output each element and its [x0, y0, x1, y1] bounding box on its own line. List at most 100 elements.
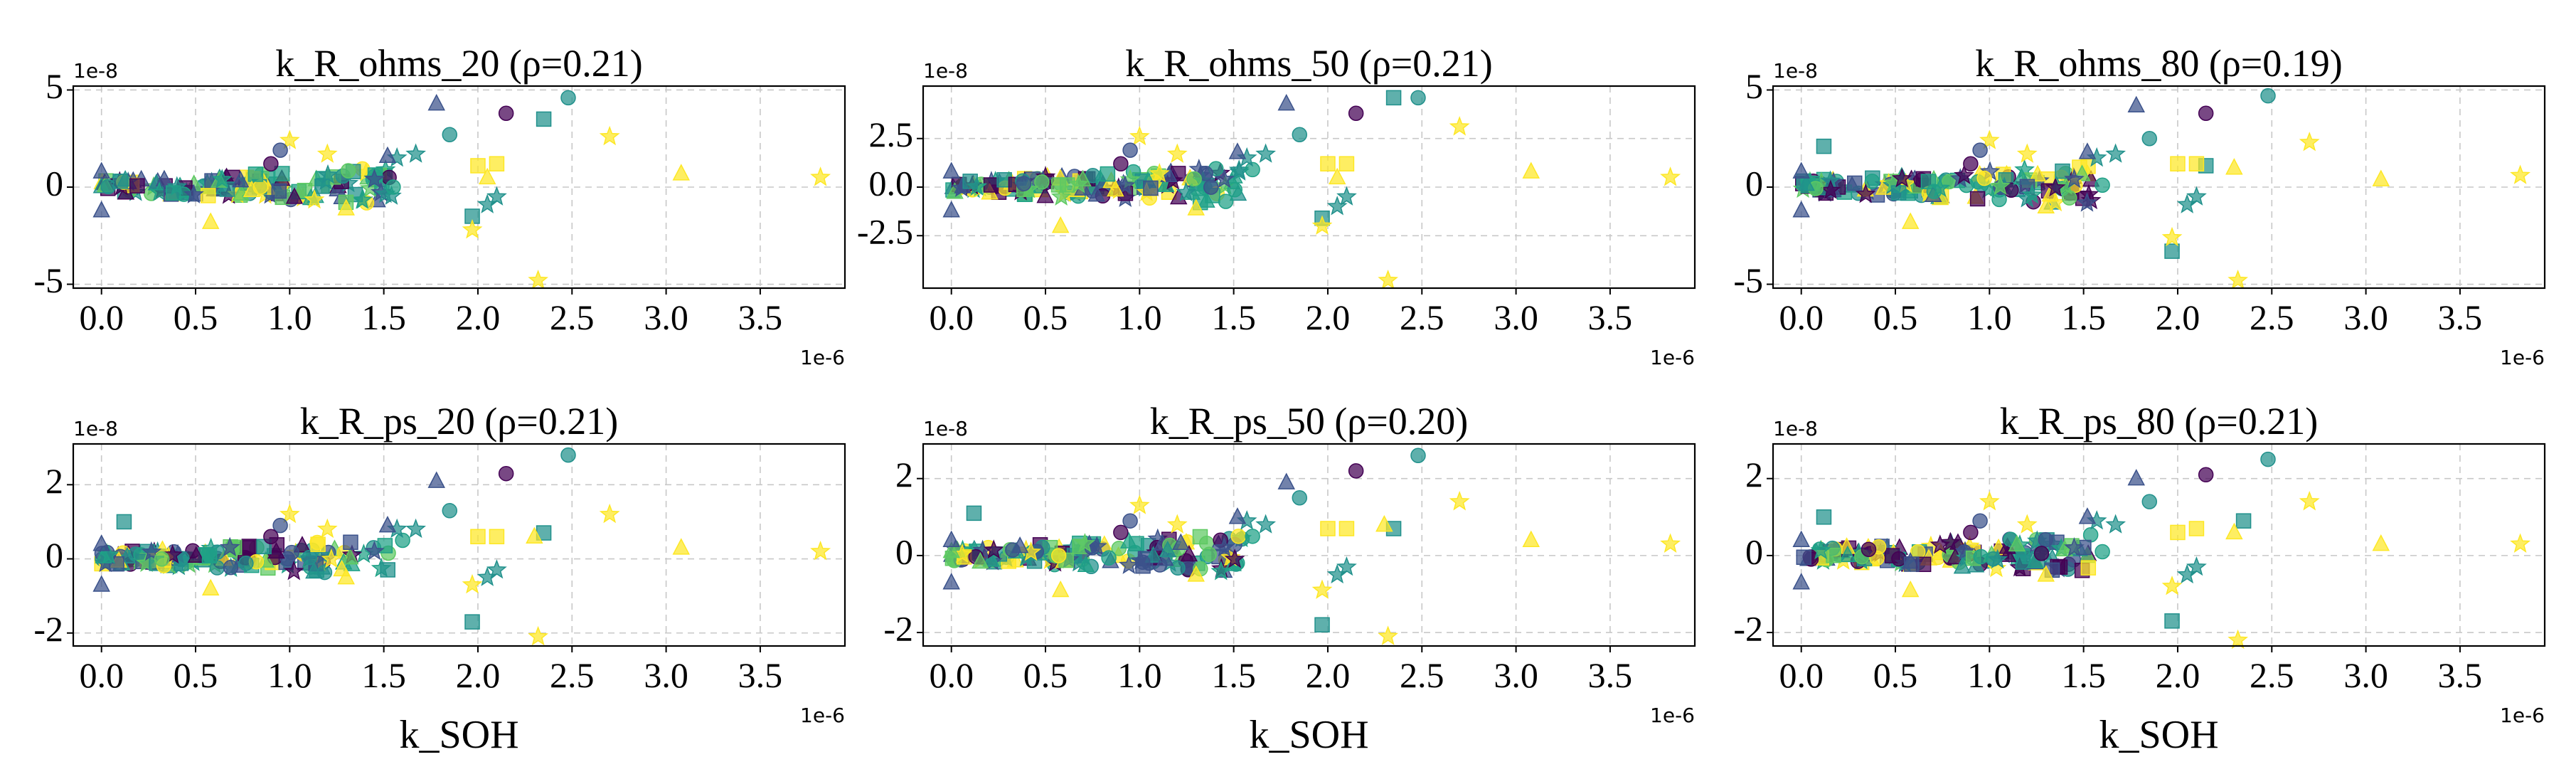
scatter-point — [1953, 557, 1971, 574]
scatter-point — [112, 174, 128, 189]
scatter-point — [321, 548, 342, 568]
scatter-point — [1348, 463, 1364, 479]
scatter-point — [2061, 190, 2077, 206]
scatter-point — [1816, 509, 1832, 525]
x-tick-label: 2.0 — [1306, 655, 1351, 695]
scatter-point — [2021, 184, 2043, 204]
scatter-point — [385, 179, 401, 195]
scatter-point — [2188, 156, 2205, 171]
scatter-point — [1245, 529, 1260, 544]
scatter-point — [942, 161, 960, 179]
scatter-point — [1192, 529, 1208, 545]
scatter-point — [966, 505, 982, 521]
scatter-point — [2198, 467, 2214, 483]
scatter-point — [1375, 514, 1393, 532]
scatter-point — [2037, 196, 2055, 214]
scatter-point — [380, 562, 395, 578]
scatter-point — [1792, 530, 1810, 547]
scatter-point — [1122, 513, 1138, 529]
x-tick-label: 0.5 — [1023, 655, 1068, 695]
scatter-point — [2141, 130, 2158, 147]
scatter-point — [1926, 184, 1942, 199]
scatter-point — [1227, 181, 1243, 198]
x-tick-label: 2.5 — [2250, 297, 2294, 337]
scatter-point — [1954, 164, 1974, 185]
scatter-point — [2235, 513, 2252, 529]
scatter-point — [405, 518, 426, 539]
scatter-point — [1129, 494, 1150, 514]
scatter-point — [1890, 185, 1907, 201]
scatter-point — [1378, 625, 1398, 645]
x-tick-label: 0.5 — [1873, 655, 1918, 695]
x-tick-label: 0.0 — [1779, 655, 1824, 695]
scatter-point — [1180, 544, 1198, 562]
scatter-point — [477, 566, 498, 586]
scatter-point — [1074, 169, 1092, 187]
scatter-point — [1410, 90, 1426, 106]
subplot-1: 0.0 0.5 1.0 1.5 2.0 2.5 3.0 3.5 -5 0 5 k_R_ohms_20 … — [33, 42, 846, 369]
x-offset-label: 1e-6 — [2500, 704, 2545, 727]
y-tick-label: -5 — [33, 260, 63, 300]
scatter-point — [1410, 447, 1426, 463]
x-offset-label: 1e-6 — [1650, 704, 1695, 727]
x-tick-label: 0.0 — [79, 655, 124, 695]
x-offset-label: 1e-6 — [800, 346, 845, 369]
scatter-point — [337, 198, 355, 216]
scatter-point — [284, 544, 299, 561]
scatter-point — [243, 180, 261, 197]
scatter-point — [304, 189, 325, 209]
x-tick-label: 1.5 — [2061, 297, 2106, 337]
scatter-point — [962, 174, 978, 189]
x-tick-label: 1.5 — [361, 297, 406, 337]
scatter-point — [2055, 163, 2070, 179]
y-offset-label: 1e-8 — [1773, 417, 1818, 440]
scatter-point — [154, 551, 170, 567]
x-tick-label: 1.0 — [267, 655, 312, 695]
scatter-point — [1338, 156, 1355, 171]
scatter-point — [129, 178, 145, 194]
x-tick-label: 0.5 — [174, 655, 218, 695]
scatter-point — [340, 163, 356, 179]
scatter-point — [427, 93, 445, 111]
scatter-point — [305, 561, 323, 579]
scatter-point — [1326, 563, 1348, 584]
scatter-point — [201, 548, 218, 563]
scatter-point — [810, 540, 831, 561]
chart-title: k_R_ps_80 (ρ=0.21) — [2000, 400, 2318, 443]
scatter-point — [211, 169, 233, 189]
axes-frame — [922, 443, 1696, 647]
scatter-point — [2260, 88, 2276, 104]
scatter-point — [1277, 472, 1295, 489]
scatter-point — [1838, 545, 1857, 563]
scatter-point — [2228, 629, 2248, 650]
scatter-point — [560, 447, 576, 463]
x-tick-label: 0.5 — [1023, 297, 1068, 337]
scatter-point — [183, 184, 204, 203]
scatter-point — [364, 540, 385, 561]
scatter-point — [462, 218, 483, 239]
scatter-point — [2164, 613, 2180, 629]
x-tick-label: 0.5 — [1873, 297, 1918, 337]
y-offset-label: 1e-8 — [73, 417, 118, 440]
scatter-point — [1969, 191, 1986, 207]
scatter-point — [1166, 514, 1188, 534]
x-tick-label: 2.5 — [1400, 655, 1444, 695]
scatter-point — [442, 127, 458, 143]
scatter-point — [2127, 95, 2145, 113]
scatter-point — [2372, 169, 2390, 186]
scatter-point — [1214, 536, 1235, 557]
scatter-point — [2299, 132, 2320, 152]
y-tick-label: 0 — [895, 531, 913, 571]
scatter-point — [1987, 549, 2008, 569]
scatter-point — [1224, 549, 1245, 568]
scatter-point — [1797, 174, 1815, 191]
scatter-point — [263, 529, 279, 545]
scatter-point — [231, 170, 250, 188]
scatter-point — [1660, 166, 1681, 186]
scatter-point — [1864, 174, 1880, 189]
scatter-point — [1187, 198, 1205, 216]
scatter-point — [1034, 174, 1050, 190]
scatter-point — [1336, 186, 1357, 206]
scatter-point — [1122, 142, 1138, 158]
subplot-3: 0.0 0.5 1.0 1.5 2.0 2.5 3.0 3.5 -5 0 5 k_R_ohms_80 … — [1733, 42, 2546, 369]
